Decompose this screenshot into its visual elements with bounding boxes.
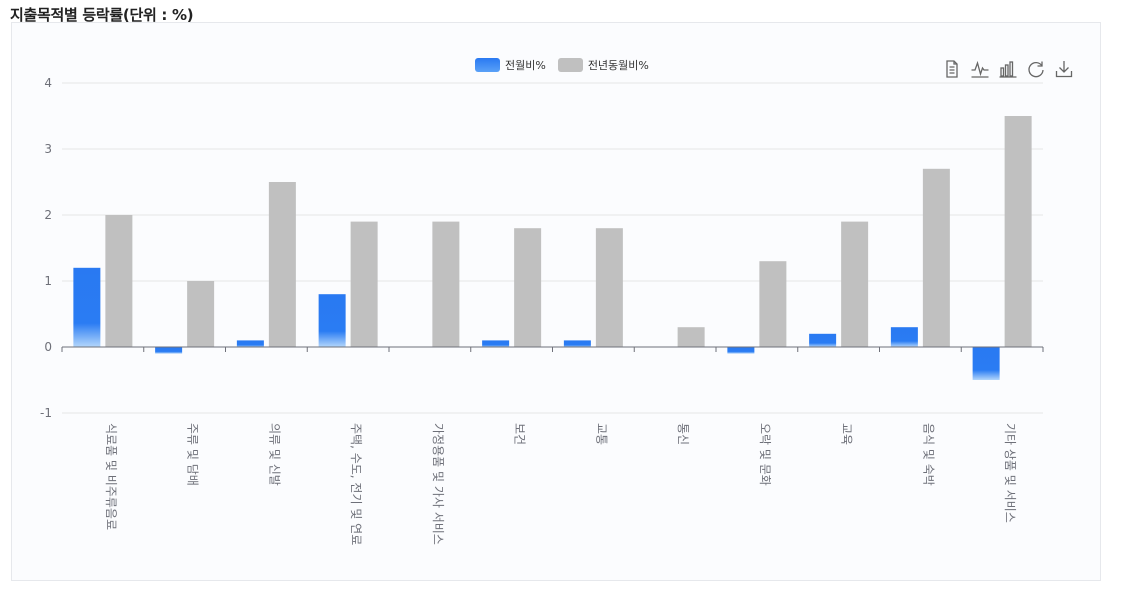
bar-series-1[interactable] xyxy=(318,294,346,347)
legend-item-series-1[interactable]: 전월비% xyxy=(475,57,546,73)
chart-legend: 전월비% 전년동월비% xyxy=(475,57,649,73)
bar-series-1[interactable] xyxy=(563,340,591,347)
x-tick-label: 의류 및 신발 xyxy=(267,423,281,486)
x-tick-label: 교육 xyxy=(840,423,854,445)
y-tick-label: 2 xyxy=(44,208,52,222)
x-tick-label: 교통 xyxy=(594,423,608,445)
data-view-icon[interactable] xyxy=(942,59,962,79)
x-tick-label: 오락 및 문화 xyxy=(758,423,772,486)
y-tick-label: 4 xyxy=(44,76,52,90)
y-tick-label: -1 xyxy=(40,406,52,420)
bar-series-2[interactable] xyxy=(350,221,378,347)
legend-label-series-1: 전월비% xyxy=(505,59,546,72)
legend-swatch-series-2 xyxy=(557,58,583,72)
bar-series-2[interactable] xyxy=(268,182,296,347)
x-tick-label: 보건 xyxy=(513,423,527,445)
bar-series-2[interactable] xyxy=(841,221,869,347)
x-tick-label: 주류 및 담배 xyxy=(186,423,200,486)
bar-series-2[interactable] xyxy=(595,228,623,347)
bar-series-2[interactable] xyxy=(187,281,215,347)
legend-swatch-series-1 xyxy=(475,58,500,72)
bar-series-1[interactable] xyxy=(236,340,264,347)
bar-series-1[interactable] xyxy=(972,347,1000,380)
chart-toolbox xyxy=(942,59,1074,79)
x-tick-label: 통신 xyxy=(676,423,690,445)
line-chart-icon[interactable] xyxy=(970,59,990,79)
bar-series-2[interactable] xyxy=(759,261,787,347)
download-icon[interactable] xyxy=(1054,59,1074,79)
bar-series-1[interactable] xyxy=(890,327,918,347)
bar-series-1[interactable] xyxy=(809,333,837,347)
x-tick-label: 기타 상품 및 서비스 xyxy=(1003,423,1017,523)
bar-series-2[interactable] xyxy=(105,215,133,347)
bar-series-1[interactable] xyxy=(482,340,510,347)
y-tick-label: 1 xyxy=(44,274,52,288)
chart-panel: -1 0 1 2 3 4 식료품 및 비주류음료 주류 및 담배 의류 및 신발 주택, 수도, … xyxy=(11,22,1101,581)
x-tick-label: 가정용품 및 가사 서비스 xyxy=(431,423,445,545)
bar-series-2[interactable] xyxy=(922,168,950,347)
legend-label-series-2: 전년동월비% xyxy=(587,59,649,72)
bar-chart: -1 0 1 2 3 4 식료품 및 비주류음료 주류 및 담배 의류 및 신발 주택, 수도, … xyxy=(40,76,1044,545)
bar-series-1[interactable] xyxy=(727,347,755,354)
x-tick-label: 주택, 수도, 전기 및 연료 xyxy=(349,423,363,545)
bar-series-2[interactable] xyxy=(514,228,542,347)
y-tick-label: 0 xyxy=(44,340,52,354)
bar-series-2[interactable] xyxy=(432,221,460,347)
bar-series-2[interactable] xyxy=(677,327,705,347)
x-tick-label: 음식 및 숙박 xyxy=(921,423,935,486)
y-tick-label: 3 xyxy=(44,142,52,156)
bar-series-1[interactable] xyxy=(73,267,101,347)
bar-series-1[interactable] xyxy=(155,347,183,354)
x-tick-label: 식료품 및 비주류음료 xyxy=(104,423,118,530)
bar-chart-icon[interactable] xyxy=(998,59,1018,79)
page-title: 지출목적별 등락률(단위 : %) xyxy=(10,6,194,24)
restore-icon[interactable] xyxy=(1026,59,1046,79)
legend-item-series-2[interactable]: 전년동월비% xyxy=(557,57,649,73)
bar-series-2[interactable] xyxy=(1004,116,1032,347)
